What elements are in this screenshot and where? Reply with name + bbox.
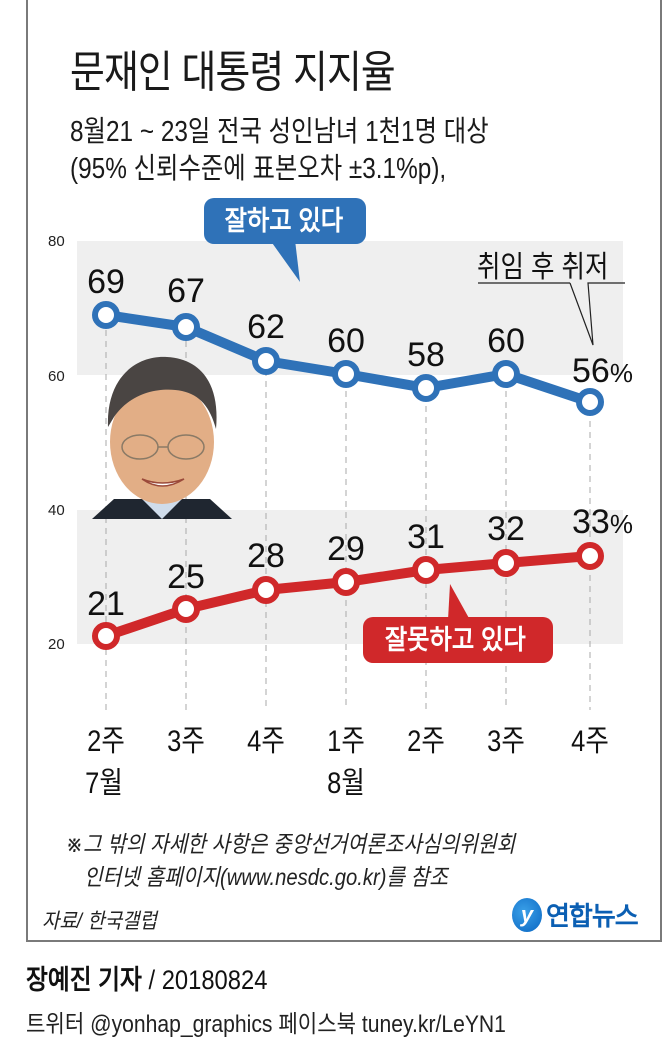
band-60-80 [77, 241, 623, 375]
x-tick-week-4: 1주 [327, 725, 365, 758]
footnote-line2: 인터넷 홈페이지(www.nesdc.go.kr)를 참조 [84, 864, 448, 890]
approve-last-label: 56% [572, 352, 633, 390]
disapprove-legend-bubble: 잘못하고 있다 [363, 617, 553, 663]
svg-text:32: 32 [487, 510, 525, 548]
chart-title: 문재인 대통령 지지율 [70, 48, 396, 97]
disapprove-last-label: 33% [572, 503, 633, 541]
approve-value-labels: 69 67 62 60 58 60 [87, 263, 525, 374]
svg-text:69: 69 [87, 263, 125, 301]
vertical-guides [105, 330, 591, 710]
x-tick-week-3: 4주 [247, 725, 285, 758]
y-tick-60: 60 [48, 368, 65, 385]
publish-date: / 20180824 [141, 965, 268, 995]
y-tick-40: 40 [48, 502, 65, 519]
approve-bubble-tail [270, 240, 300, 282]
svg-text:67: 67 [167, 272, 205, 310]
president-portrait [92, 347, 232, 519]
chart-subtitle-line2: (95% 신뢰수준에 표본오차 ±3.1%p), [70, 153, 447, 185]
svg-text:21: 21 [87, 585, 125, 623]
byline: 장예진 기자 / 20180824 [26, 958, 267, 997]
yonhap-logo-text: 연합뉴스 [546, 901, 639, 931]
disapprove-value-labels: 21 25 28 29 31 32 [87, 510, 525, 623]
line-chart: 80 60 40 20 69 67 62 60 58 60 56% 21 25 … [48, 233, 633, 710]
x-tick-month-july: 7월 [85, 767, 123, 800]
svg-text:31: 31 [407, 518, 445, 556]
yonhap-logo: y 연합뉴스 [512, 896, 639, 933]
reporter-name: 장예진 기자 [26, 965, 142, 995]
footnote-line1: ※그 밖의 자세한 사항은 중앙선거여론조사심의위원회 [66, 831, 516, 857]
svg-text:60: 60 [487, 322, 525, 360]
svg-text:25: 25 [167, 558, 205, 596]
x-tick-week-7: 4주 [571, 725, 609, 758]
y-tick-80: 80 [48, 233, 65, 250]
yonhap-logo-icon: y [512, 897, 542, 932]
chart-subtitle-line1: 8월21 ~ 23일 전국 성인남녀 1천1명 대상 [70, 116, 489, 148]
disapprove-markers [92, 542, 604, 650]
lowest-callout-lines [478, 282, 625, 346]
social-links: 트위터 @yonhap_graphics 페이스북 tuney.kr/LeYN1 [26, 1011, 506, 1038]
approve-legend-bubble: 잘하고 있다 [204, 198, 366, 244]
data-source: 자료/ 한국갤럽 [42, 910, 157, 933]
x-tick-week-2: 3주 [167, 725, 205, 758]
y-tick-20: 20 [48, 636, 65, 653]
svg-text:28: 28 [247, 537, 285, 575]
lowest-since-inauguration-annotation: 취임 후 취저 [477, 251, 609, 284]
svg-text:58: 58 [407, 336, 445, 374]
x-tick-week-1: 2주 [87, 725, 125, 758]
approve-markers [92, 301, 604, 416]
x-tick-week-6: 3주 [487, 725, 525, 758]
disapprove-bubble-tail [448, 584, 470, 620]
svg-text:29: 29 [327, 530, 365, 568]
x-tick-month-august: 8월 [327, 767, 365, 800]
x-tick-week-5: 2주 [407, 725, 445, 758]
svg-text:60: 60 [327, 322, 365, 360]
svg-text:62: 62 [247, 308, 285, 346]
